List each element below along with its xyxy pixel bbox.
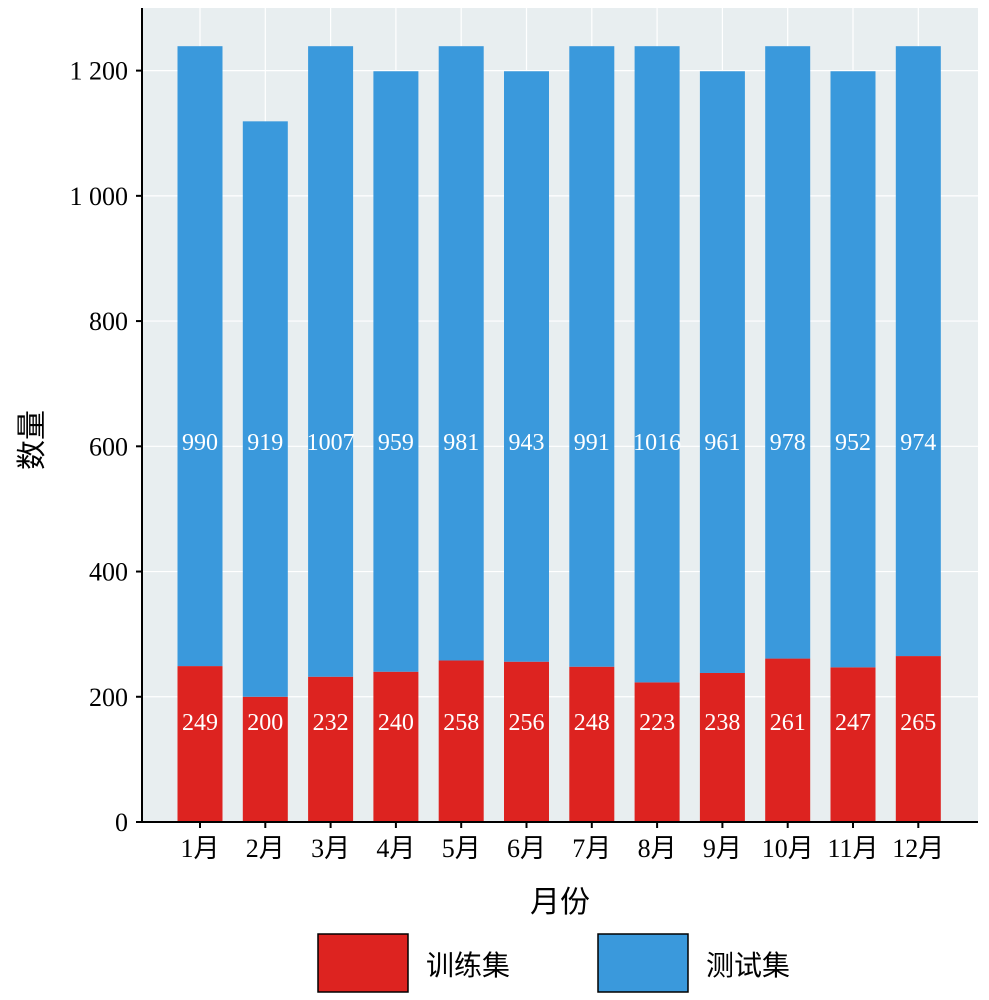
data-label: 247 (835, 710, 871, 736)
x-tick-label: 9月 (703, 834, 742, 863)
data-label: 1016 (633, 430, 681, 456)
bar-train (634, 682, 680, 822)
y-tick-label: 0 (115, 808, 128, 837)
x-tick-label: 7月 (572, 834, 611, 863)
bar-train (504, 661, 549, 822)
bar-test (438, 46, 484, 661)
data-label: 248 (574, 710, 610, 736)
data-label: 1007 (307, 430, 355, 456)
bar-train (895, 656, 941, 822)
data-label: 258 (443, 710, 479, 736)
y-tick-label: 1 200 (70, 57, 129, 86)
bar-test (634, 46, 680, 683)
data-label: 990 (182, 430, 218, 456)
bar-labels: 249 990 200 919 232 1007 240 959 258 981 256 943 248… (182, 430, 936, 736)
data-label: 249 (182, 710, 218, 736)
data-label: 959 (378, 430, 414, 456)
bar-train (830, 667, 876, 822)
x-tick-label: 4月 (376, 834, 415, 863)
axes (141, 8, 978, 823)
x-axis-title: 月份 (530, 885, 590, 920)
y-tick-label: 600 (89, 432, 128, 461)
x-ticks: 1月 2月 3月 4月 5月 6月 7月 8月 9月 10月 11月 12月 (180, 822, 944, 863)
bar-train (438, 660, 484, 822)
bar-train (569, 666, 615, 822)
bar-train (308, 676, 354, 822)
bar-test (765, 46, 811, 659)
bar-train (242, 696, 288, 822)
data-label: 238 (704, 710, 740, 736)
bar-test (699, 71, 745, 673)
legend-swatch-train (317, 933, 409, 993)
y-tick-label: 400 (89, 558, 128, 587)
legend-label-train: 训练集 (426, 949, 510, 982)
data-label: 981 (443, 430, 479, 456)
data-label: 240 (378, 710, 414, 736)
bar-test (569, 46, 615, 667)
data-label: 978 (770, 430, 806, 456)
data-label: 232 (313, 710, 349, 736)
data-label: 256 (509, 710, 545, 736)
bar-train (765, 658, 811, 822)
data-label: 919 (247, 430, 283, 456)
legend: 训练集 测试集 (317, 933, 790, 993)
legend-label-test: 测试集 (706, 949, 790, 982)
bar-test (895, 46, 941, 657)
data-label: 261 (770, 710, 806, 736)
bar-test (504, 71, 549, 662)
data-label: 961 (704, 430, 740, 456)
bars (177, 46, 941, 822)
data-label: 200 (247, 710, 283, 736)
data-label: 952 (835, 430, 871, 456)
bar-test (373, 71, 419, 672)
x-tick-label: 12月 (892, 834, 944, 863)
y-axis-title: 数量 (15, 410, 50, 470)
y-tick-label: 1 000 (70, 182, 129, 211)
x-tick-label: 6月 (507, 834, 546, 863)
x-tick-label: 11月 (827, 834, 878, 863)
bar-train (177, 666, 223, 822)
bar-test (830, 71, 876, 668)
x-tick-label: 8月 (638, 834, 677, 863)
data-label: 943 (509, 430, 545, 456)
bar-test (242, 121, 288, 697)
bar-test (308, 46, 354, 677)
x-tick-label: 5月 (442, 834, 481, 863)
bar-test (177, 46, 223, 667)
data-label: 223 (639, 710, 675, 736)
data-label: 991 (574, 430, 610, 456)
legend-swatch-test (597, 933, 689, 993)
y-ticks: 0 200 400 600 800 1 000 1 200 (70, 57, 142, 837)
data-label: 265 (900, 710, 936, 736)
bar-train (699, 672, 745, 822)
y-tick-label: 200 (89, 683, 128, 712)
y-tick-label: 800 (89, 307, 128, 336)
x-tick-label: 3月 (311, 834, 350, 863)
x-tick-label: 10月 (762, 834, 814, 863)
data-label: 974 (900, 430, 936, 456)
bar-train (373, 671, 419, 822)
x-tick-label: 2月 (246, 834, 285, 863)
x-tick-label: 1月 (180, 834, 219, 863)
